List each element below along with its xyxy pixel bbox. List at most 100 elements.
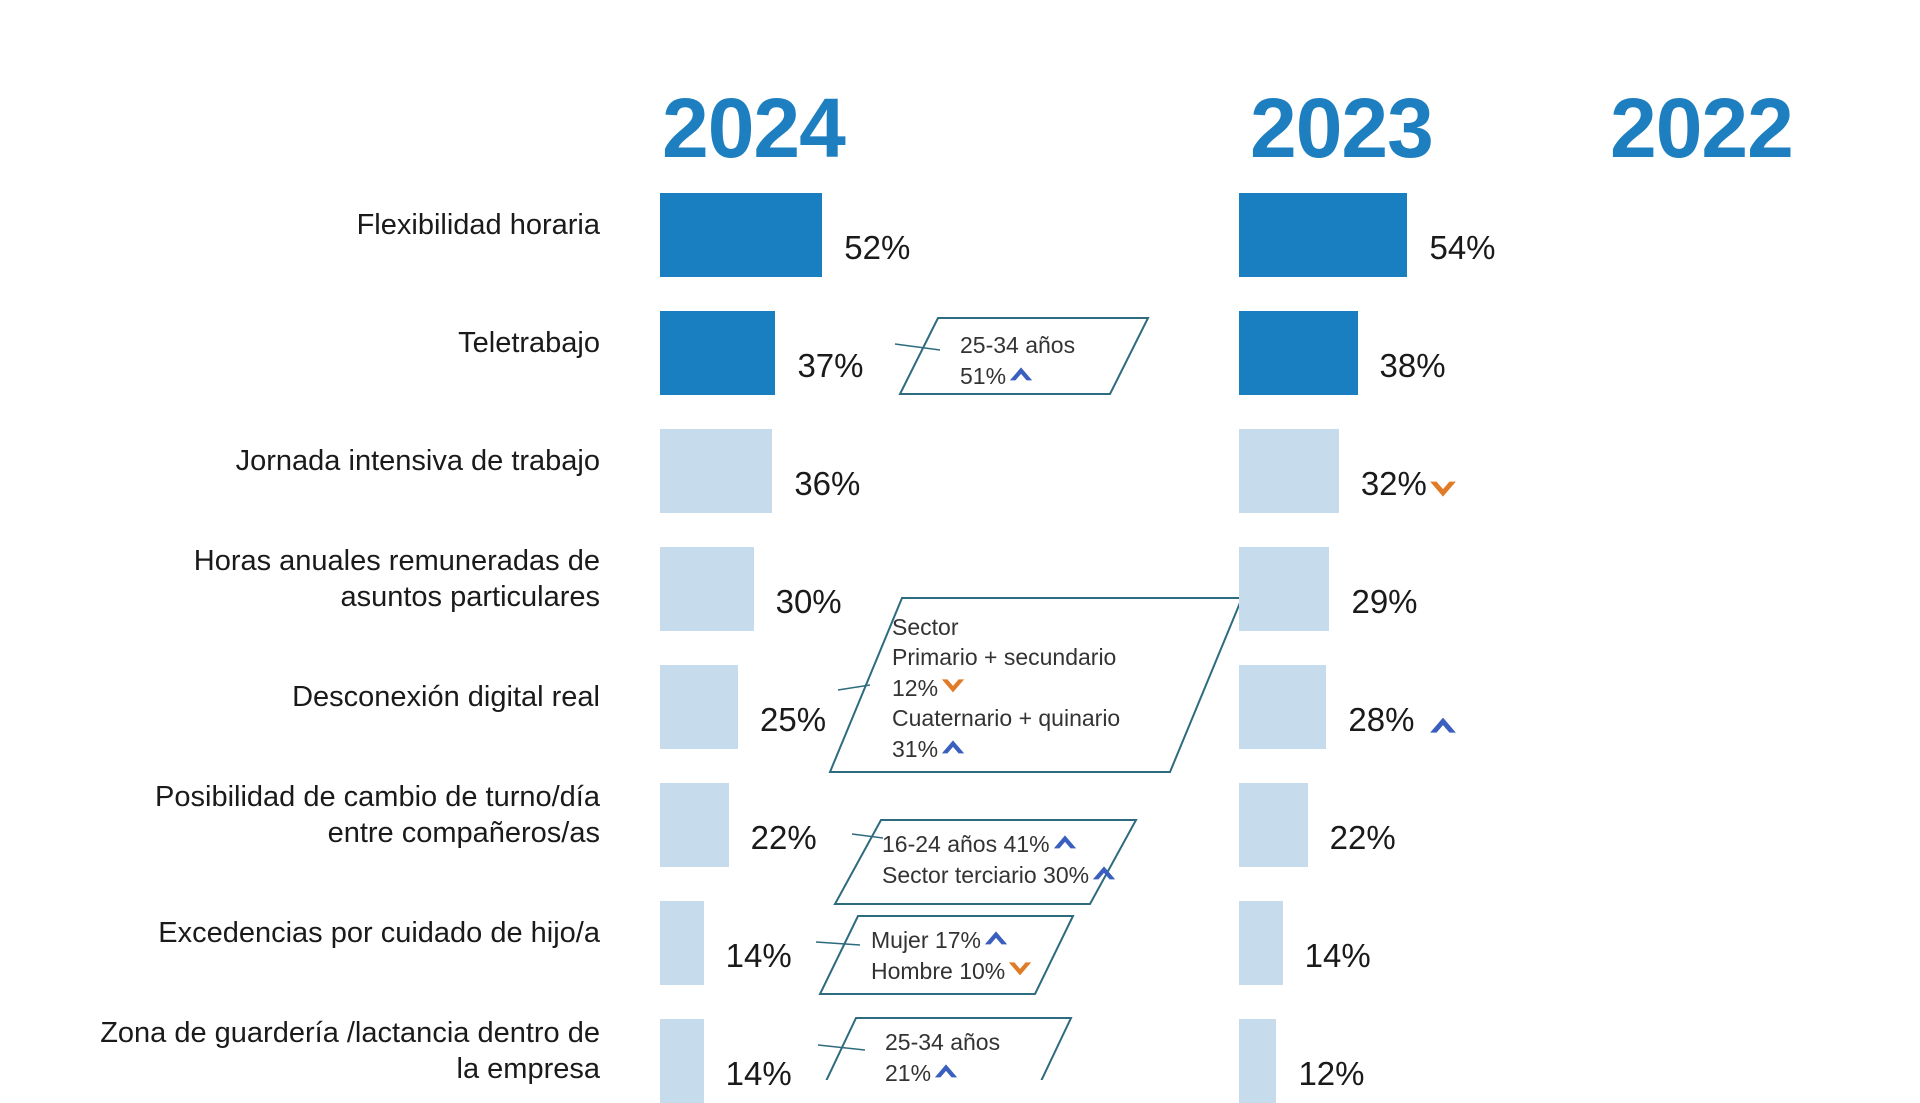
callout-connector xyxy=(815,941,861,946)
callout-line: 25-34 años xyxy=(960,330,1075,360)
arrow-up-icon xyxy=(933,1057,959,1081)
value-label-2024: 25% xyxy=(760,701,827,738)
callout-text: 25-34 años 21% xyxy=(885,1027,1000,1088)
callout-line: 31% xyxy=(892,733,1120,764)
bar-2024 xyxy=(660,1019,704,1103)
category-label: Jornada intensiva de trabajo xyxy=(40,443,600,479)
arrow-up-icon xyxy=(1008,360,1034,384)
arrow-up-icon xyxy=(1052,828,1078,852)
value-label-2023: 28% xyxy=(1348,701,1415,738)
category-label: Excedencias por cuidado de hijo/a xyxy=(40,915,600,951)
callout-line: Cuaternario + quinario xyxy=(892,703,1120,733)
value-label-2024: 14% xyxy=(725,1055,792,1092)
callout-line-text: 51% xyxy=(960,363,1007,389)
callout-line-text: 25-34 años xyxy=(885,1029,1001,1055)
year-heading-2024: 2024 xyxy=(662,81,846,175)
year-heading-2022: 2022 xyxy=(1610,81,1794,175)
bar-2023 xyxy=(1239,311,1358,395)
callout-line: 16-24 años 41% xyxy=(882,828,1117,859)
value-label-2023: 32% xyxy=(1360,465,1427,502)
bar-2024 xyxy=(660,311,776,395)
value-label-2024: 37% xyxy=(797,347,864,384)
arrow-up-icon xyxy=(983,924,1009,948)
bar-2023 xyxy=(1239,783,1308,867)
callout-line-text: 21% xyxy=(885,1060,932,1086)
arrow-down-icon xyxy=(1007,955,1033,979)
value-label-2024: 22% xyxy=(750,819,817,856)
category-label-line: Jornada intensiva de trabajo xyxy=(235,445,600,477)
callout-box xyxy=(818,915,1075,995)
year-heading-2023: 2023 xyxy=(1250,81,1434,175)
callout-connector xyxy=(837,684,871,691)
callout-box xyxy=(828,597,1244,773)
category-label: Flexibilidad horaria xyxy=(40,207,600,243)
arrow-down-icon xyxy=(940,672,966,696)
category-label: Zona de guardería /lactancia dentro de la… xyxy=(40,1015,600,1087)
category-label-line: Horas anuales remuneradas de xyxy=(193,545,600,577)
bar-2024 xyxy=(660,193,823,277)
category-label-line: entre compañeros/as xyxy=(327,817,600,849)
callout-line: Hombre 10% xyxy=(871,955,1033,986)
callout-text: 25-34 años 51% xyxy=(960,330,1075,391)
value-label-2023: 14% xyxy=(1304,937,1371,974)
value-label-2023: 54% xyxy=(1429,229,1496,266)
bar-2024 xyxy=(660,429,773,513)
callout-text: 16-24 años 41% Sector terciario 30% xyxy=(882,828,1117,890)
value-label-2024: 36% xyxy=(794,465,861,502)
callout-line: Mujer 17% xyxy=(871,924,1033,955)
callout-line-text: 31% xyxy=(892,736,939,762)
callout-line: Sector terciario 30% xyxy=(882,859,1117,890)
callout-line-text: Primario + secundario xyxy=(892,644,1117,670)
callout-line-text: 16-24 años 41% xyxy=(882,831,1050,857)
category-label-line: Excedencias por cuidado de hijo/a xyxy=(158,917,600,949)
value-label-2024: 30% xyxy=(775,583,842,620)
callout-text: Sector Primario + secundario 12% Cuaternari… xyxy=(892,612,1120,764)
callout-line-text: Sector xyxy=(892,614,959,640)
value-label-2023: 38% xyxy=(1379,347,1446,384)
callout-connector xyxy=(851,833,884,839)
value-label-2023: 29% xyxy=(1351,583,1418,620)
chart-stage: 2024 2023 2022 Flexibilidad horaria 52% 54… xyxy=(40,81,1794,1103)
value-label-2023: 22% xyxy=(1329,819,1396,856)
bar-2023 xyxy=(1239,665,1327,749)
category-label-line: Teletrabajo xyxy=(458,327,600,359)
callout-box xyxy=(825,1017,1073,1080)
bar-2023 xyxy=(1239,429,1339,513)
callout-connector xyxy=(817,1044,866,1051)
category-label: Teletrabajo xyxy=(40,325,600,361)
bar-2024 xyxy=(660,547,754,631)
category-label-line: Flexibilidad horaria xyxy=(356,209,600,241)
category-label: Horas anuales remuneradas de asuntos part… xyxy=(40,543,600,615)
callout-line-text: Mujer 17% xyxy=(871,927,981,953)
category-label: Posibilidad de cambio de turno/día entre … xyxy=(40,779,600,851)
callout-line-text: Hombre 10% xyxy=(871,958,1006,984)
callout-line: Primario + secundario xyxy=(892,642,1120,672)
bar-2023 xyxy=(1239,547,1330,631)
category-label-line: asuntos particulares xyxy=(340,581,600,613)
category-label-line: Desconexión digital real xyxy=(292,681,600,713)
arrow-down-icon xyxy=(1428,473,1456,501)
arrow-up-icon xyxy=(940,733,966,757)
callout-overlay xyxy=(815,317,1244,1080)
callout-line-text: 25-34 años xyxy=(960,332,1076,358)
bar-2023 xyxy=(1239,1019,1277,1103)
callout-line: 51% xyxy=(960,360,1075,391)
bar-2023 xyxy=(1239,193,1408,277)
callout-line: 25-34 años xyxy=(885,1027,1000,1057)
bar-2023 xyxy=(1239,901,1283,985)
callout-connector xyxy=(894,343,941,351)
arrow-up-icon xyxy=(1428,709,1456,737)
category-label: Desconexión digital real xyxy=(40,679,600,715)
bar-2024 xyxy=(660,783,729,867)
value-label-2024: 52% xyxy=(844,229,911,266)
callout-box xyxy=(898,317,1150,395)
callout-line-text: 12% xyxy=(892,675,939,701)
callout-line: Sector xyxy=(892,612,1120,642)
arrow-up-icon xyxy=(1091,859,1117,883)
category-label-line: Zona de guardería /lactancia dentro de xyxy=(100,1017,600,1049)
value-label-2024: 14% xyxy=(725,937,792,974)
category-label-line: Posibilidad de cambio de turno/día xyxy=(155,781,600,813)
bar-2024 xyxy=(660,665,738,749)
value-label-2023: 12% xyxy=(1298,1055,1365,1092)
bar-2024 xyxy=(660,901,704,985)
